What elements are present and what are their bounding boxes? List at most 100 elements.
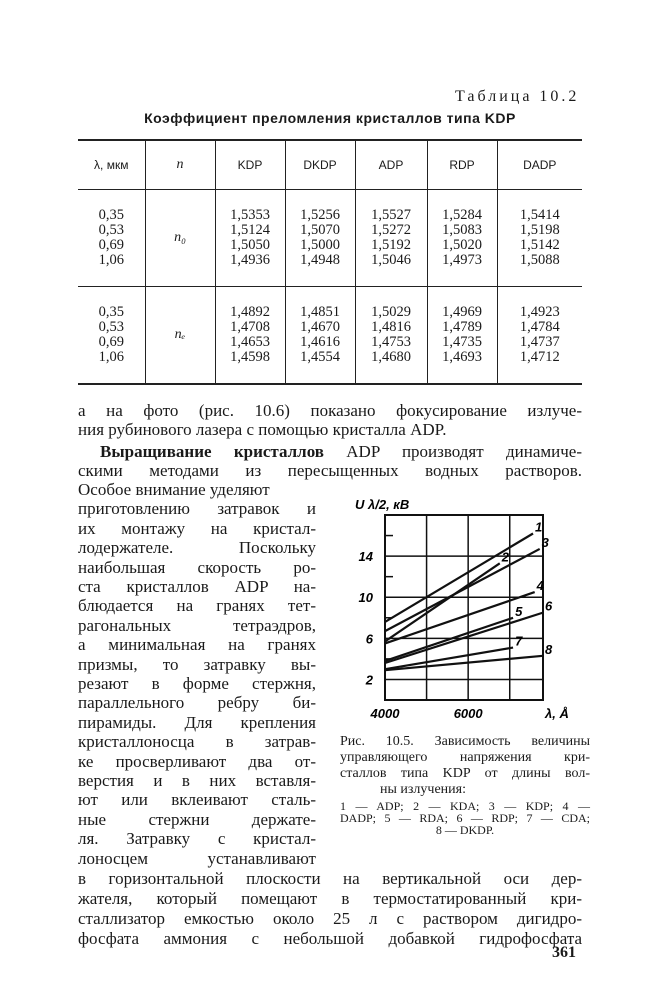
figure-caption-line: ны излучения: (380, 782, 466, 797)
cell-value: 1,5088 (519, 252, 560, 268)
column-header: KDP (214, 140, 285, 190)
n-symbol: n₀ (144, 189, 215, 287)
column-header: λ, мкм (94, 158, 129, 172)
text-line: кристаллоносца в затрав- (78, 732, 316, 752)
y-axis-label: U λ/2, кВ (355, 497, 409, 512)
table-cell: 1,5029 1,4816 1,4753 1,4680 (354, 286, 427, 384)
cell-value: 1,06 (98, 348, 124, 365)
series-label: 2 (501, 549, 510, 564)
cell-value: 0,69 (98, 333, 124, 350)
series-line-1 (384, 532, 534, 623)
table-cell: 1,5353 1,5124 1,5050 1,4936 (214, 189, 285, 287)
table-cell: 1,5284 1,5083 1,5020 1,4973 (426, 189, 497, 287)
text-line: наибольшая скорость ро- (78, 557, 316, 577)
text-line: лодержателе. Поскольку (78, 538, 316, 558)
y-tick-label: 6 (366, 631, 374, 646)
text-line: приготовлению затравок и (78, 499, 316, 519)
cell-value: 1,4969 (442, 303, 482, 320)
table-cell: 1,5414 1,5198 1,5142 1,5088 (496, 189, 582, 287)
cell-value: 1,5198 (519, 222, 560, 238)
text-line: ке просверливают два от- (78, 751, 316, 771)
voltage-chart: 2 6 10 14 4000 6000 λ, Å U λ/2, кВ 1 2 3 45 6 7 8 (355, 497, 569, 721)
series-line-8 (384, 654, 544, 672)
text-line: жателя, который помещают в термостатиров… (78, 889, 582, 908)
cell-value: 1,4735 (442, 333, 482, 350)
cell-value: 1,4816 (371, 318, 411, 335)
table-number: Таблица 10.2 (455, 88, 580, 105)
cell-value: 0,53 (98, 318, 124, 335)
cell-value: 1,5050 (230, 237, 270, 253)
cell-value: 1,5020 (442, 237, 482, 253)
text-line: а минимальная на гранях (78, 635, 316, 655)
series-label: 6 (545, 599, 553, 614)
figure-caption-line: управляющего напряжения кри- (340, 750, 590, 765)
cell-value: 1,4789 (442, 318, 482, 335)
cell-value: 1,5414 (519, 207, 560, 223)
text-line: лоносцем устанавливают (78, 848, 316, 868)
cell-value: 1,5256 (300, 207, 340, 223)
figure-caption-line: Рис. 10.5. Зависимость величины (340, 734, 590, 749)
cell-value: 1,5070 (300, 222, 340, 238)
column-header: DKDP (284, 140, 355, 190)
cell-value: 1,4851 (300, 303, 340, 320)
table-header-row: λ, мкм n KDP DKDP ADP RDP DADP (78, 140, 582, 190)
cell-value: 1,5124 (230, 222, 270, 238)
cell-value: 1,5272 (371, 222, 411, 238)
y-tick-label: 10 (359, 590, 374, 605)
cell-value: 1,4670 (300, 318, 340, 335)
cell-value: 1,4616 (300, 333, 340, 350)
plot-frame (384, 514, 544, 701)
series-line-2 (384, 562, 501, 643)
cell-value: 1,5046 (371, 252, 411, 268)
page-number: 361 (552, 944, 576, 961)
cell-value: 1,5284 (442, 207, 482, 223)
figure-legend-line: 8 — DKDP. (435, 823, 495, 837)
text-line: ния рубинового лазера с помощью кристалл… (78, 420, 447, 439)
text-line: в горизонтальной плоскости на вертикальн… (78, 869, 582, 888)
cell-value: 1,4680 (371, 348, 411, 365)
text-line: блюдается на гранях тет- (78, 596, 316, 616)
text-line: рагональных тетраэдров, (78, 615, 316, 635)
series-line-6 (384, 611, 544, 665)
table-cell: 1,4851 1,4670 1,4616 1,4554 (284, 286, 355, 384)
text-line: ют или вклеивают сталь- (78, 790, 316, 810)
column-header: ADP (354, 140, 427, 190)
cell-value: 1,5029 (371, 303, 411, 320)
cell-value: 1,5527 (371, 207, 411, 223)
figure-caption-line: сталлов типа KDP от длины вол- (340, 766, 590, 781)
cell-value: 0,69 (98, 237, 124, 253)
cell-value: 1,4936 (230, 252, 270, 268)
cell-value: 1,4653 (230, 333, 270, 350)
column-header: RDP (426, 140, 497, 190)
series-label: 3 (542, 535, 550, 550)
cell-value: 1,4923 (519, 303, 560, 320)
y-tick-label: 14 (359, 549, 374, 564)
cell-value: 1,06 (98, 252, 124, 268)
cell-value: 1,4708 (230, 318, 270, 335)
n-symbol: nₑ (144, 286, 215, 384)
text-line: Особое внимание уделяют (78, 480, 270, 499)
cell-value: 1,4973 (442, 252, 482, 268)
table-cell: 0,35 0,53 0,69 1,06 (78, 190, 145, 287)
cell-value: 1,5353 (230, 207, 270, 223)
text-line: ные стержни держате- (78, 809, 316, 829)
text-line: их монтажу на кристал- (78, 518, 316, 538)
refraction-table: λ, мкм n KDP DKDP ADP RDP DADP 0,35 0,53 0,69 1,0… (78, 139, 582, 385)
cell-value: 1,4753 (371, 333, 411, 350)
table-row-group: 0,35 0,53 0,69 1,06 n₀ 1,5353 1,5124 1,5050 1,49… (78, 189, 582, 287)
cell-value: 1,4554 (300, 348, 340, 365)
cell-value: 1,4948 (300, 252, 340, 268)
text-line: скими методами из пересыщенных водных ра… (78, 461, 582, 480)
table-cell: 1,4892 1,4708 1,4653 1,4598 (214, 286, 285, 384)
series-label: 7 (515, 634, 523, 649)
text-span: ADP производят динамиче- (323, 442, 582, 461)
cell-value: 0,53 (98, 222, 124, 238)
cell-value: 1,5083 (442, 222, 482, 238)
y-tick-label: 2 (365, 672, 374, 687)
table-row-group: 0,35 0,53 0,69 1,06 nₑ 1,4892 1,4708 1,4653 1,45… (78, 286, 582, 384)
x-axis-label: λ, Å (544, 706, 569, 721)
series-label: 5 (515, 604, 523, 619)
text-line: верстия и в них вставля- (78, 771, 316, 790)
cell-value: 0,35 (98, 303, 124, 320)
text-line: ля. Затравку с кристал- (78, 829, 316, 849)
